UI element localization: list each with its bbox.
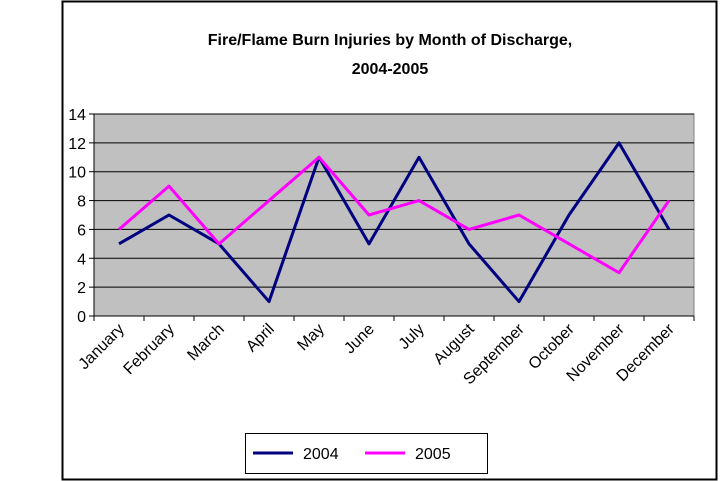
legend-label: 2005 — [415, 446, 451, 463]
series-line — [118, 141, 671, 304]
plot-area — [93, 113, 695, 317]
y-tick-label: 6 — [77, 222, 86, 239]
y-tick-label: 8 — [77, 194, 86, 211]
y-tick-label: 14 — [68, 107, 86, 124]
y-tick-label: 0 — [77, 309, 86, 326]
y-tick-label: 4 — [77, 251, 86, 268]
legend-label: 2004 — [303, 446, 339, 463]
y-tick-label: 10 — [68, 165, 86, 182]
y-tick-label: 2 — [77, 280, 86, 297]
y-tick-label: 12 — [68, 136, 86, 153]
chart-title: Fire/Flame Burn Injuries by Month of Dis… — [208, 32, 573, 49]
series-line — [118, 155, 671, 275]
chart-title: 2004-2005 — [352, 61, 429, 78]
